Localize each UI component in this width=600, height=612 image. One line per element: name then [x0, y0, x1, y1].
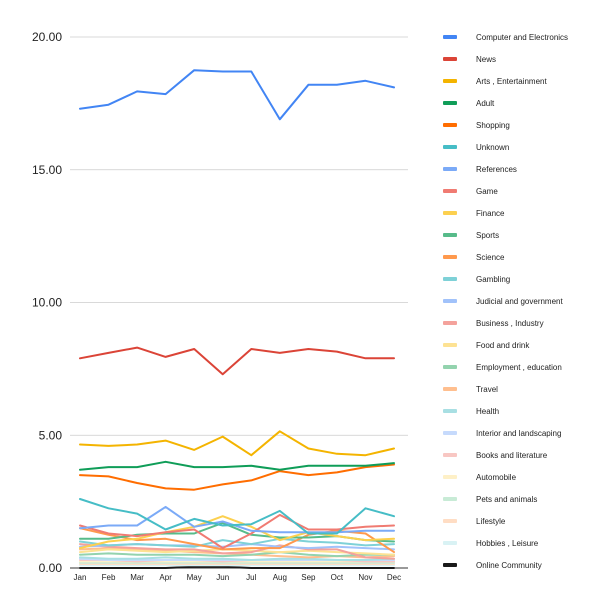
legend-swatch	[443, 409, 457, 413]
y-axis-ticks: 0.00 5.00 10.00 15.00 20.00	[32, 30, 62, 575]
series-line	[79, 346, 395, 376]
x-tick-label: Oct	[331, 573, 344, 582]
legend-label: Hobbies , Leisure	[476, 539, 539, 548]
series-line	[79, 463, 395, 491]
series-line	[79, 537, 395, 548]
legend-swatch	[443, 145, 457, 149]
legend-swatch	[443, 453, 457, 457]
series-line	[79, 548, 395, 556]
legend-label: Pets and animals	[476, 495, 537, 504]
y-tick-label: 0.00	[39, 561, 63, 575]
x-tick-label: Jan	[74, 573, 87, 582]
legend: Computer and Electronics News Arts , Enter…	[443, 33, 568, 570]
legend-swatch	[443, 563, 457, 567]
legend-swatch	[443, 519, 457, 523]
legend-label: Science	[476, 253, 505, 262]
legend-label: Gambling	[476, 275, 510, 284]
legend-label: Judicial and government	[476, 297, 563, 306]
series-lines	[79, 69, 395, 569]
legend-label: Arts , Entertainment	[476, 77, 547, 86]
legend-label: Computer and Electronics	[476, 33, 568, 42]
series-line	[79, 430, 395, 457]
y-tick-label: 10.00	[32, 296, 62, 310]
x-tick-label: Feb	[102, 573, 116, 582]
legend-label: Unknown	[476, 143, 509, 152]
legend-swatch	[443, 123, 457, 127]
x-tick-label: Aug	[273, 573, 287, 582]
legend-swatch	[443, 277, 457, 281]
legend-label: Online Community	[476, 561, 542, 570]
legend-swatch	[443, 211, 457, 215]
legend-label: Health	[476, 407, 499, 416]
series-line	[79, 515, 395, 550]
legend-label: Books and literature	[476, 451, 548, 460]
legend-label: Food and drink	[476, 341, 530, 350]
series-line	[79, 505, 395, 534]
x-tick-label: Sep	[301, 573, 316, 582]
legend-label: Finance	[476, 209, 505, 218]
legend-label: Shopping	[476, 121, 510, 130]
legend-swatch	[443, 79, 457, 83]
legend-label: Employment , education	[476, 363, 562, 372]
x-tick-label: Nov	[358, 573, 372, 582]
legend-swatch	[443, 475, 457, 479]
series-line	[79, 565, 395, 569]
legend-label: Sports	[476, 231, 499, 240]
legend-swatch	[443, 101, 457, 105]
legend-label: Lifestyle	[476, 517, 506, 526]
x-axis-ticks: Jan Feb Mar Apr May Jun Jul Aug Sep Oct Nov Dec	[74, 573, 402, 582]
series-line	[79, 69, 395, 121]
y-tick-label: 5.00	[39, 428, 63, 442]
legend-swatch	[443, 387, 457, 391]
legend-label: Business , Industry	[476, 319, 544, 328]
x-tick-label: Jul	[246, 573, 256, 582]
legend-swatch	[443, 189, 457, 193]
legend-swatch	[443, 233, 457, 237]
legend-label: References	[476, 165, 517, 174]
x-tick-label: May	[187, 573, 202, 582]
legend-swatch	[443, 497, 457, 501]
legend-swatch	[443, 299, 457, 303]
series-line	[79, 556, 395, 561]
legend-swatch	[443, 321, 457, 325]
legend-label: Travel	[476, 385, 498, 394]
legend-label: Game	[476, 187, 498, 196]
y-tick-label: 20.00	[32, 30, 62, 44]
legend-swatch	[443, 57, 457, 61]
legend-label: Automobile	[476, 473, 517, 482]
x-tick-label: Jun	[216, 573, 229, 582]
legend-swatch	[443, 35, 457, 39]
legend-swatch	[443, 431, 457, 435]
legend-label: News	[476, 55, 496, 64]
series-line	[79, 460, 395, 471]
legend-swatch	[443, 343, 457, 347]
legend-swatch	[443, 365, 457, 369]
x-tick-label: Dec	[387, 573, 401, 582]
legend-label: Interior and landscaping	[476, 429, 561, 438]
x-tick-label: Mar	[130, 573, 144, 582]
legend-label: Adult	[476, 99, 495, 108]
series-line	[79, 551, 395, 558]
y-tick-label: 15.00	[32, 163, 62, 177]
series-line	[79, 543, 395, 560]
legend-swatch	[443, 541, 457, 545]
series-line	[79, 498, 395, 535]
legend-swatch	[443, 167, 457, 171]
legend-swatch	[443, 255, 457, 259]
x-tick-label: Apr	[159, 573, 172, 582]
